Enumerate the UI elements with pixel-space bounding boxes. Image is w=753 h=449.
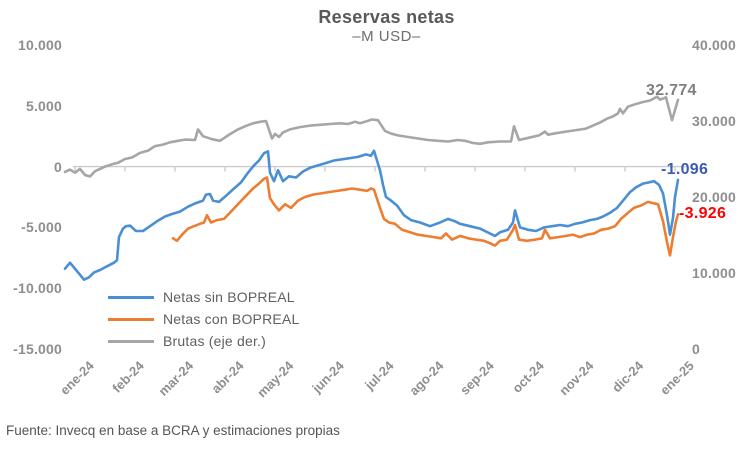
series-line-brutas-eje-der-: [63, 95, 680, 178]
legend-line-gray: [108, 339, 154, 343]
source-note: Fuente: Invecq en base a BCRA y estimaci…: [6, 423, 340, 438]
end-label-netas-con-bopreal: -3.926: [679, 205, 727, 223]
left-axis-tick-label: -10.000: [13, 280, 62, 297]
chart-subtitle: –M USD–: [352, 28, 421, 45]
left-axis-tick-label: 10.000: [17, 37, 62, 53]
right-axis-tick-label: 20.000: [692, 189, 737, 205]
legend: Netas sin BOPREAL Netas con BOPREAL Brut…: [108, 286, 299, 352]
right-axis-tick-label: 30.000: [692, 113, 737, 129]
series-line-netas-sin-bopreal: [63, 149, 680, 282]
legend-item-netas-con-bopreal: Netas con BOPREAL: [108, 308, 299, 330]
left-axis-tick-label: -5.000: [21, 219, 62, 236]
left-axis-tick-label: 5.000: [25, 97, 62, 114]
legend-line-orange: [108, 317, 154, 321]
right-axis-tick-label: 40.000: [692, 37, 737, 53]
right-axis-tick-label: 10.000: [692, 265, 737, 281]
legend-item-netas-sin-bopreal: Netas sin BOPREAL: [108, 286, 299, 308]
right-axis-tick-label: 0: [692, 341, 700, 357]
left-axis-tick-label: -15.000: [13, 341, 62, 357]
legend-line-blue: [108, 295, 154, 299]
chart-title: Reservas netas: [318, 7, 455, 27]
end-label-brutas: 32.774: [646, 81, 697, 99]
left-axis-tick-label: 0: [54, 158, 62, 175]
legend-label: Netas con BOPREAL: [163, 311, 300, 327]
legend-label: Netas sin BOPREAL: [163, 289, 295, 305]
legend-label: Brutas (eje der.): [163, 333, 266, 349]
end-label-netas-sin-bopreal: -1.096: [661, 160, 709, 178]
series-line-netas-con-bopreal: [171, 176, 680, 257]
legend-item-brutas: Brutas (eje der.): [108, 330, 299, 352]
